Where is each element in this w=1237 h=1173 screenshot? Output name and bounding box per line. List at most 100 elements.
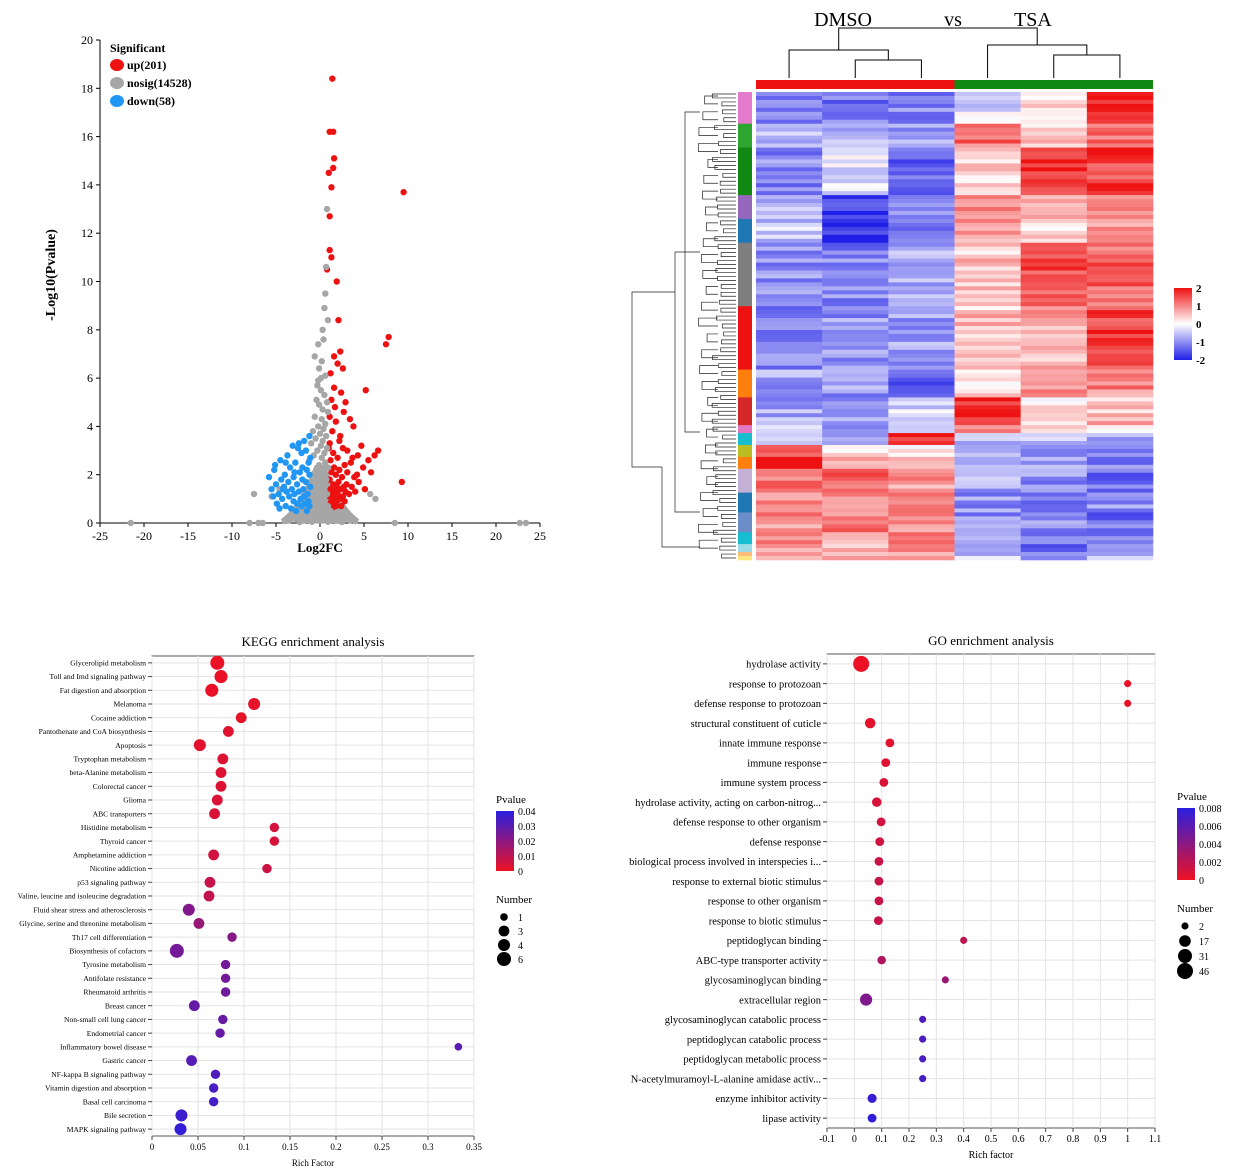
heatmap-cell bbox=[954, 417, 1021, 422]
heatmap-cell bbox=[1020, 274, 1088, 279]
heatmap-cell bbox=[756, 298, 823, 303]
pvalue-legend-title: Pvalue bbox=[1177, 791, 1207, 803]
point-up bbox=[374, 447, 382, 454]
term-label: Melanoma bbox=[114, 700, 147, 709]
heatmap-cell bbox=[888, 270, 955, 275]
heatmap-cell bbox=[1020, 389, 1088, 394]
heatmap-cell bbox=[822, 286, 889, 291]
term-bubble bbox=[208, 1096, 219, 1107]
point-up bbox=[337, 348, 344, 355]
heatmap-cell bbox=[1020, 306, 1088, 311]
volcano-plot-panel: -25 -20 -15 -10 -5 0 5 10 15 20 25 0 2 4 6 8 10 12 14 16 18 2… bbox=[0, 0, 580, 575]
x-tick-label: 0.15 bbox=[282, 1142, 298, 1152]
term-bubble bbox=[876, 817, 886, 827]
heatmap-cell bbox=[1020, 512, 1088, 517]
dendrogram-branch bbox=[720, 514, 736, 519]
y-tick-label: 2 bbox=[87, 468, 93, 482]
heatmap-cell bbox=[1020, 385, 1088, 390]
dendrogram-branch bbox=[717, 260, 736, 265]
row-cluster-bar bbox=[738, 369, 752, 398]
heatmap-cell bbox=[888, 417, 955, 422]
point-up bbox=[336, 466, 343, 474]
point-up bbox=[340, 408, 347, 416]
dendrogram-branch bbox=[702, 270, 718, 279]
heatmap-cell bbox=[1086, 373, 1154, 378]
heatmap-cell bbox=[954, 214, 1021, 220]
term-label: extracellular region bbox=[739, 995, 822, 1006]
term-label: ABC-type transporter activity bbox=[696, 956, 822, 967]
heatmap-cell bbox=[888, 556, 955, 561]
heatmap-cell bbox=[954, 218, 1021, 224]
point-down bbox=[278, 476, 285, 483]
heatmap-cell bbox=[1020, 536, 1088, 541]
heatmap-cell bbox=[1086, 179, 1154, 184]
term-label: Rheumatoid arthritis bbox=[83, 988, 146, 997]
heatmap-cell bbox=[888, 278, 955, 283]
heatmap-cell bbox=[1086, 393, 1154, 398]
heatmap-cell bbox=[1086, 540, 1154, 545]
heatmap-cell bbox=[888, 341, 955, 347]
term-label: Pantothenate and CoA biosynthesis bbox=[39, 727, 146, 736]
heatmap-cell bbox=[756, 151, 823, 156]
term-bubble bbox=[174, 1123, 187, 1136]
heatmap-cell bbox=[1020, 270, 1088, 275]
heatmap-cell bbox=[954, 294, 1021, 299]
term-bubble bbox=[214, 670, 228, 684]
term-bubble bbox=[210, 655, 225, 670]
x-tick-label: 0.4 bbox=[957, 1134, 970, 1145]
heatmap-cell bbox=[1020, 159, 1088, 164]
heatmap-cell bbox=[822, 532, 889, 537]
heatmap-cell bbox=[756, 389, 823, 394]
heatmap-cell bbox=[756, 258, 823, 263]
y-tick-label: 16 bbox=[81, 130, 93, 144]
x-tick-label: -0.1 bbox=[819, 1134, 835, 1145]
heatmap-cell bbox=[1086, 230, 1154, 236]
dendrogram-branch bbox=[716, 196, 736, 202]
dendrogram-branch bbox=[707, 159, 718, 168]
heatmap-cell bbox=[1020, 218, 1088, 224]
x-tick-label: -20 bbox=[136, 529, 152, 543]
term-bubble bbox=[193, 918, 205, 929]
dendrogram-branch bbox=[721, 553, 736, 559]
heatmap-cell bbox=[822, 306, 889, 311]
heatmap-cell bbox=[1020, 397, 1088, 402]
point-nosig bbox=[321, 449, 328, 457]
dendrogram-branch bbox=[723, 117, 736, 123]
heatmap-cell bbox=[756, 452, 823, 458]
heatmap-cell bbox=[756, 222, 823, 228]
size-legend-label: 1 bbox=[518, 913, 523, 924]
heatmap-cell bbox=[756, 314, 823, 319]
heatmap-cell bbox=[822, 230, 889, 236]
heatmap-cell bbox=[1020, 433, 1088, 438]
size-legend-marker bbox=[497, 952, 511, 966]
heatmap-cell bbox=[756, 377, 823, 382]
heatmap-cell bbox=[1020, 329, 1088, 335]
term-label: defense response to protozoan bbox=[694, 699, 822, 710]
heatmap-cell bbox=[954, 246, 1021, 251]
heatmap-cell bbox=[822, 282, 889, 287]
point-nosig bbox=[320, 336, 327, 343]
heatmap-cell bbox=[822, 191, 889, 196]
heatmap-cell bbox=[756, 250, 823, 255]
point-down bbox=[270, 493, 277, 500]
row-cluster-bar bbox=[738, 552, 752, 557]
heatmap-cell bbox=[1086, 389, 1154, 394]
heatmap-cell bbox=[822, 405, 889, 410]
heatmap-cell bbox=[756, 385, 823, 390]
heatmap-cell bbox=[1020, 92, 1088, 97]
heatmap-cell bbox=[888, 401, 955, 406]
heatmap-cell bbox=[1086, 286, 1154, 291]
heatmap-cell bbox=[888, 548, 955, 553]
row-cluster-bar bbox=[738, 556, 752, 561]
heatmap-cell bbox=[756, 460, 823, 466]
dendrogram-branch bbox=[715, 442, 736, 448]
heatmap-cell bbox=[756, 528, 823, 533]
heatmap-cell bbox=[888, 520, 955, 525]
heatmap-cell bbox=[888, 500, 955, 505]
heatmap-cell bbox=[822, 540, 889, 545]
heatmap-cell bbox=[888, 337, 955, 343]
heatmap-cell bbox=[888, 119, 955, 125]
point-up bbox=[361, 485, 369, 493]
heatmap-cell bbox=[1020, 333, 1088, 339]
heatmap-cell bbox=[756, 163, 823, 168]
